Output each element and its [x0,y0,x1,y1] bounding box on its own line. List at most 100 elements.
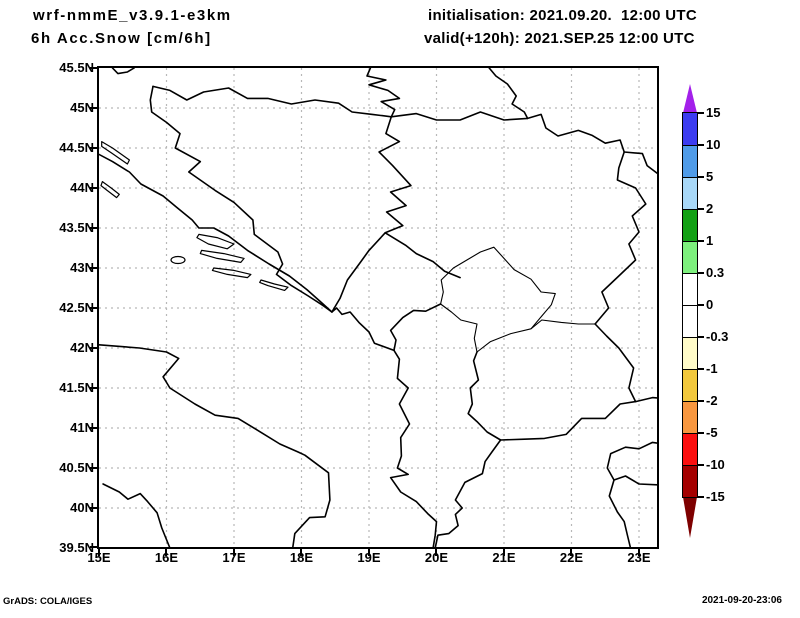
lon-label: 16E [154,550,179,565]
colorbar-tick [697,112,704,114]
lat-tick [90,187,98,189]
colorbar-arrow-down [683,497,697,538]
island-mljet [259,279,289,291]
lat-tick [90,67,98,69]
lon-label: 15E [87,550,111,565]
lat-tick [90,507,98,509]
island-hvar [199,249,245,263]
colorbar-tick [697,208,704,210]
creation-timestamp: 2021-09-20-23:06 [701,595,782,606]
lon-label: 21E [492,550,516,565]
lon-label: 22E [559,550,584,565]
lat-label: 41N [70,420,94,435]
border-macedonia-bulgaria [594,323,637,403]
lat-label: 43N [70,260,94,275]
colorbar-divider [683,401,697,402]
colorbar-segment [683,113,697,145]
lon-tick [98,549,100,556]
colorbar-segment [683,177,697,209]
lat-label: 45N [70,100,94,115]
border-macedonia-greece [499,400,637,441]
colorbar-tick [697,496,704,498]
colorbar-label: -15 [706,489,725,504]
colorbar-label: -1 [706,361,718,376]
colorbar-divider [683,209,697,210]
lat-tick [90,387,98,389]
lat-label: 42.5N [59,300,94,315]
island-korcula [211,267,252,279]
colorbar-divider [683,177,697,178]
variable-title: 6h Acc.Snow [cm/6h] [31,30,212,47]
colorbar-label: 1 [706,233,714,248]
colorbar-tick [697,176,704,178]
border-macedonia-albania [467,351,502,441]
lat-tick [90,546,98,548]
lat-label: 40N [70,500,94,515]
lat-tick [90,307,98,309]
init-time-label: initialisation: 2021.09.20. 12:00 UTC [428,7,698,24]
lat-tick [90,427,98,429]
colorbar-tick [697,400,704,402]
lat-label: 40.5N [59,460,94,475]
lat-tick [90,107,98,109]
colorbar-segment [683,145,697,177]
coastline-adriatic-east [99,153,438,547]
colorbar-label: 15 [706,105,721,120]
colorbar-tick [697,432,704,434]
colorbar-tick [697,272,704,274]
map-canvas [99,68,657,547]
colorbar-tick [697,144,704,146]
coastline-chalkidiki-spur [613,475,657,486]
colorbar-tick [697,336,704,338]
map-frame [97,66,659,549]
coastline-top-notch [111,68,135,75]
colorbar-segment [683,241,697,273]
lat-tick [90,347,98,349]
lat-label: 44N [70,180,94,195]
colorbar-segment [683,209,697,241]
colorbar-label: -5 [706,425,718,440]
colorbar-tick [697,368,704,370]
colorbar-label: -2 [706,393,718,408]
border-drina-bosnia-serbia [378,116,461,279]
colorbar-label: 5 [706,169,714,184]
border-albania-greece [434,439,502,547]
colorbar-label: -0.3 [706,329,729,344]
border-croatia-serbia [366,68,401,118]
island-vis [170,255,186,265]
colorbar-label: -10 [706,457,725,472]
colorbar-divider [683,305,697,306]
border-serbia-romania [488,68,529,120]
border-macedonia-serbia [530,319,596,330]
colorbar-divider [683,465,697,466]
lat-tick [90,267,98,269]
border-kosovo [440,246,556,353]
lat-label: 39.5N [59,540,94,555]
lon-tick [503,549,505,556]
colorbar-segment [683,465,697,497]
adriatic-islands [100,141,289,291]
border-montenegro-albania [389,303,442,352]
border-sava-danube [152,85,657,175]
border-montenegro-bosnia [331,232,386,313]
colorbar-tick [697,240,704,242]
lat-label: 43.5N [59,220,94,235]
colorbar-divider [683,145,697,146]
colorbar-divider [683,369,697,370]
lat-label: 44.5N [59,140,94,155]
lat-label: 41.5N [59,380,94,395]
lat-tick [90,467,98,469]
colorbar-label: 0.3 [706,265,725,280]
colorbar-divider [683,273,697,274]
colorbar-label: 0 [706,297,714,312]
lon-tick [300,549,302,556]
colorbar-segment [683,337,697,369]
lon-tick [435,549,437,556]
border-greece-bulgaria [634,396,657,403]
lon-label: 18E [289,550,314,565]
lat-tick [90,227,98,229]
colorbar-segment [683,273,697,305]
grads-credit: GrADS: COLA/IGES [3,596,93,607]
colorbar-segment [683,369,697,401]
lon-tick [165,549,167,556]
